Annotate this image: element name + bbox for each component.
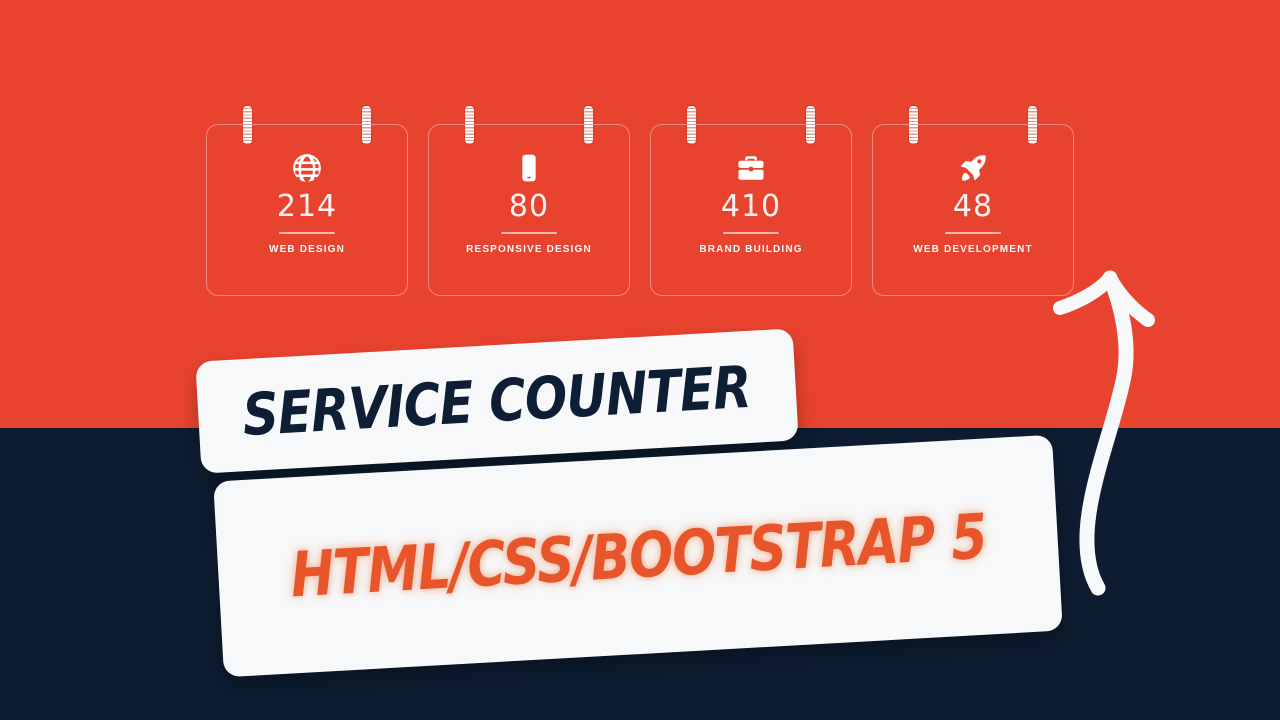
briefcase-icon [734,151,768,185]
counter-card-brand-building[interactable]: 410 BRAND BUILDING [650,106,852,296]
rocket-icon [956,151,990,185]
counter-card-web-development[interactable]: 48 WEB DEVELOPMENT [872,106,1074,296]
binder-ring-icon [362,106,371,144]
counter-value: 48 [952,189,994,224]
binder-ring-icon [909,106,918,144]
binder-ring-icon [806,106,815,144]
binder-ring-icon [243,106,252,144]
counter-divider [501,231,557,234]
counter-value: 214 [276,189,338,224]
counter-label: RESPONSIVE DESIGN [466,243,592,255]
service-counter-grid: 214 WEB DESIGN 80 RESPONSIVE DESIGN [206,106,1074,296]
counter-label: WEB DESIGN [269,243,345,255]
binder-ring-icon [584,106,593,144]
counter-card-responsive-design[interactable]: 80 RESPONSIVE DESIGN [428,106,630,296]
binder-ring-icon [687,106,696,144]
counter-label: WEB DEVELOPMENT [913,243,1033,255]
binder-ring-icon [1028,106,1037,144]
page-title: SERVICE COUNTER [241,352,753,450]
counter-divider [723,231,779,234]
counter-divider [279,231,335,234]
mobile-phone-icon [512,151,546,185]
counter-divider [945,231,1001,234]
counter-label: BRAND BUILDING [699,243,803,255]
page-subtitle: HTML/CSS/BOOTSTRAP 5 [288,499,988,612]
counter-value: 80 [508,189,550,224]
binder-ring-icon [465,106,474,144]
counter-value: 410 [720,189,782,224]
globe-icon [290,151,324,185]
counter-card-web-design[interactable]: 214 WEB DESIGN [206,106,408,296]
